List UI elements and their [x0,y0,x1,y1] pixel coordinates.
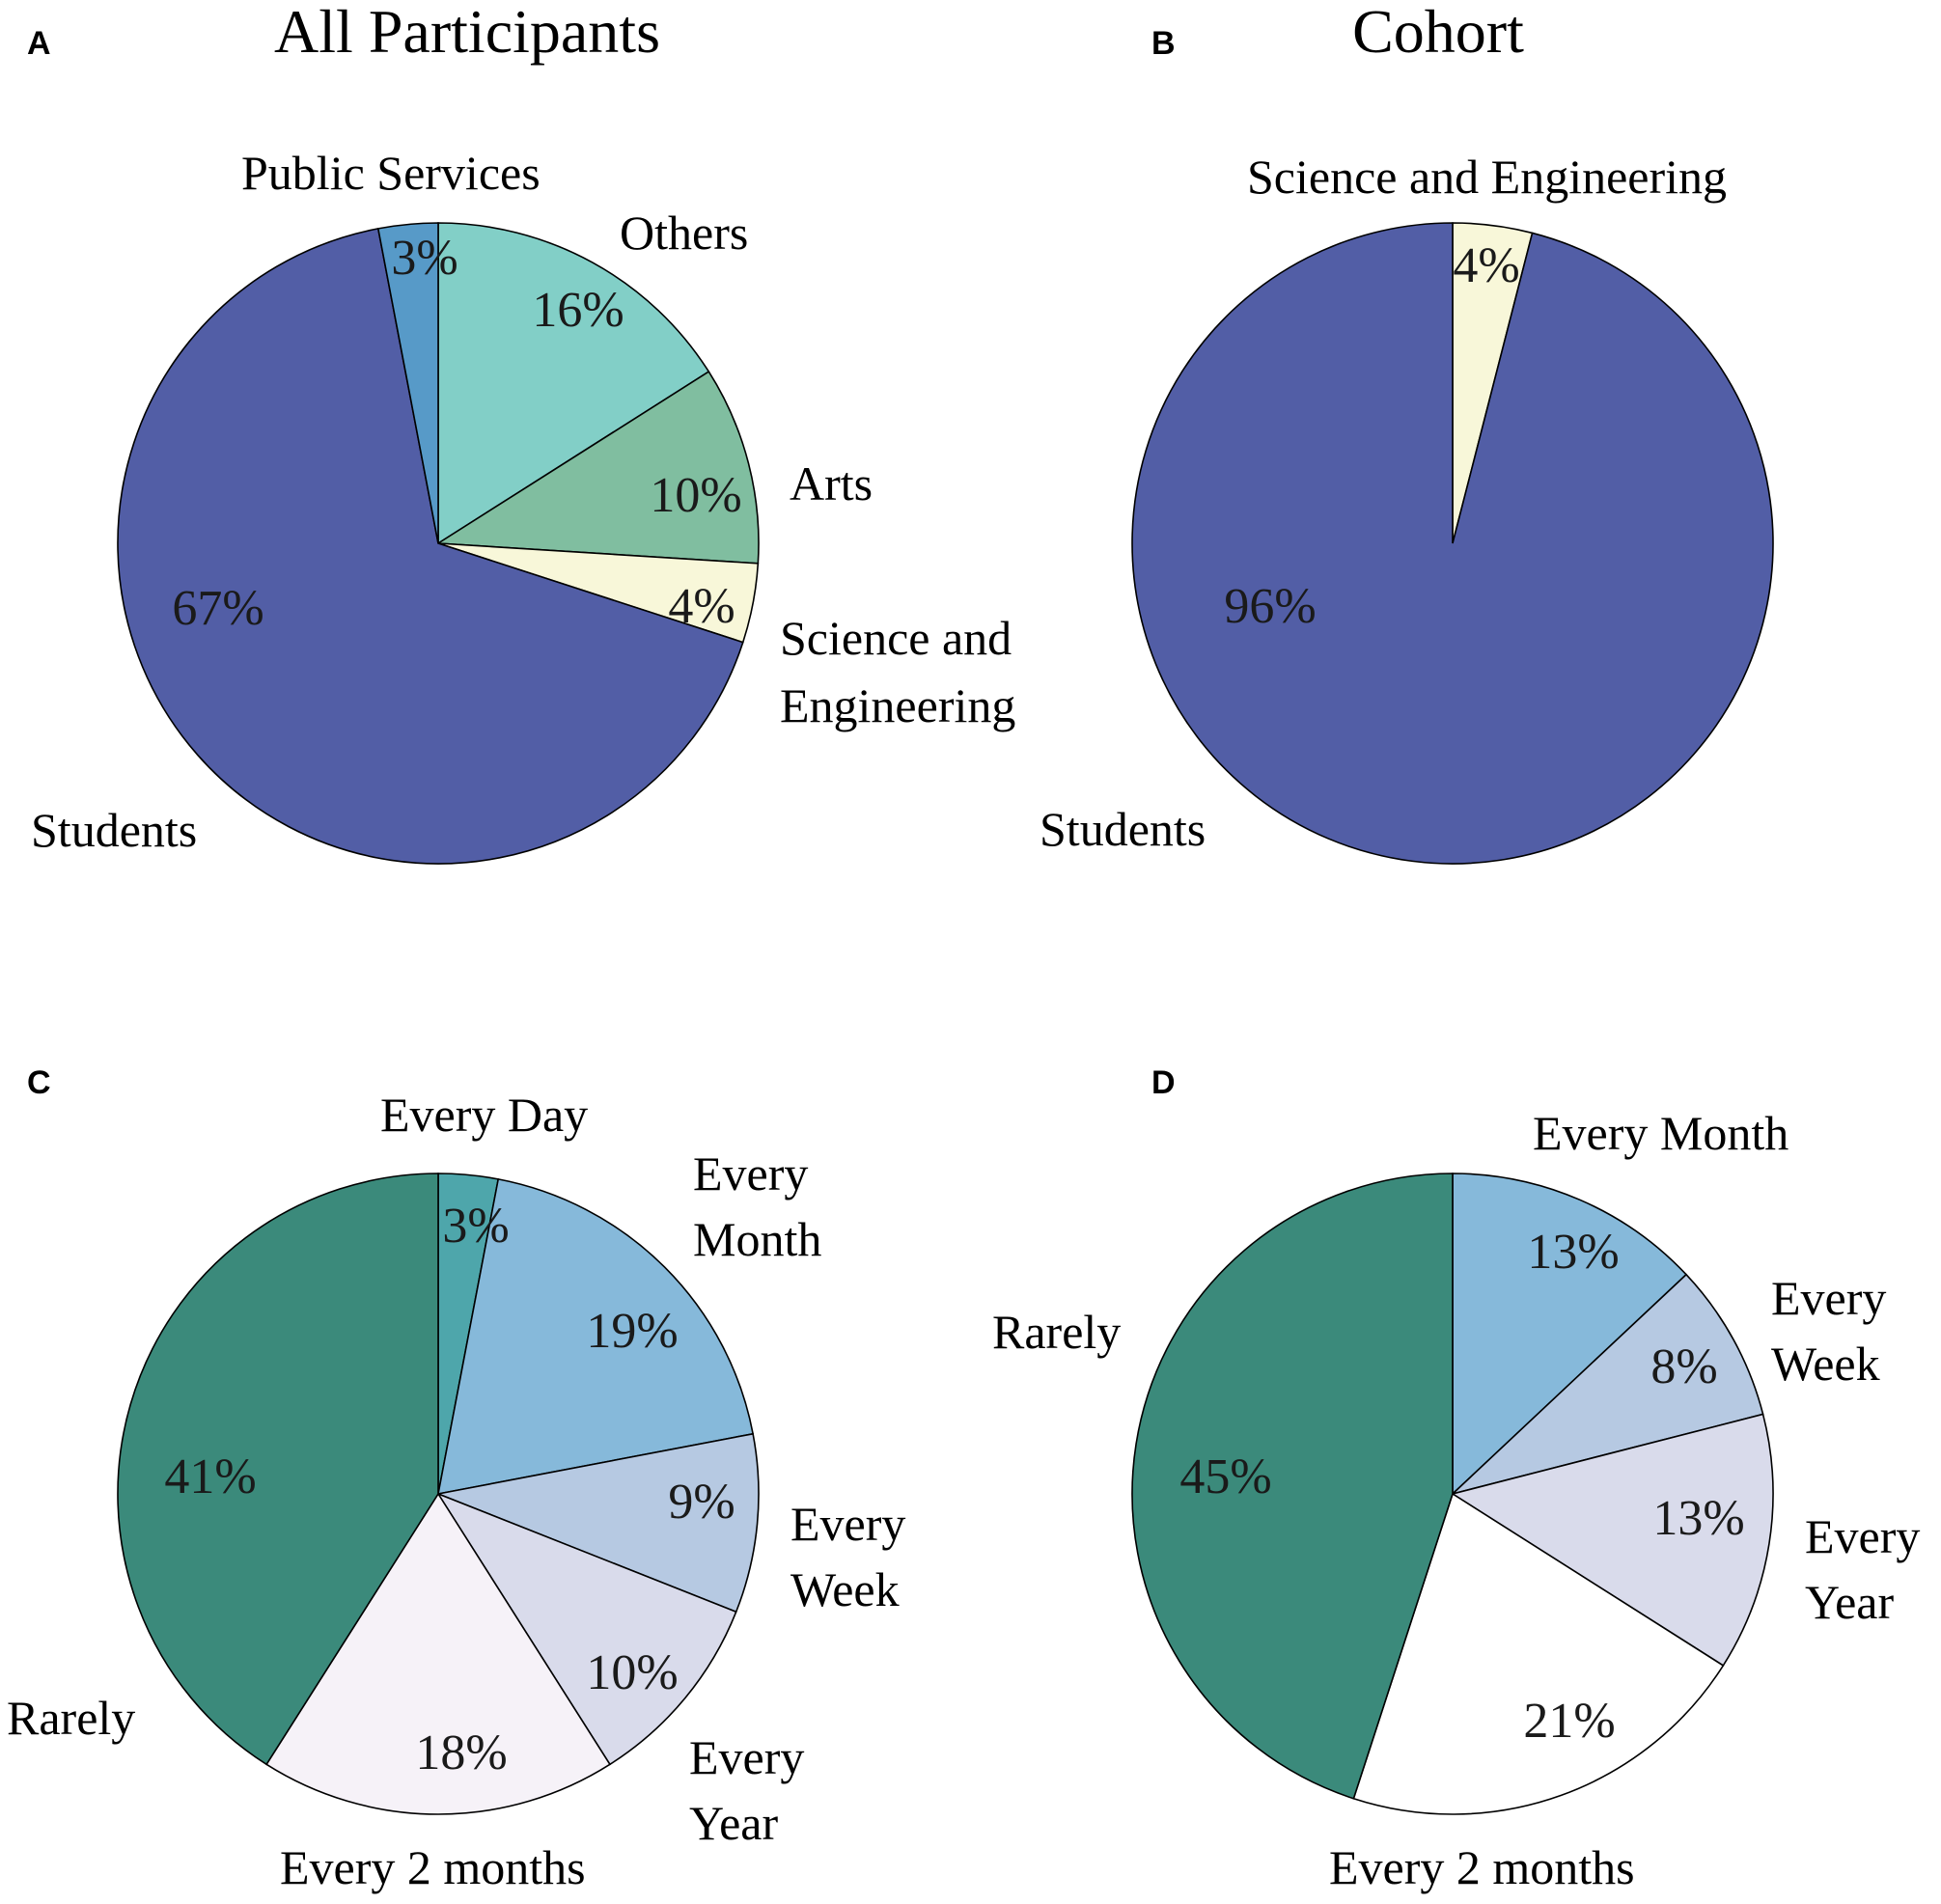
pct-rarely: 45% [1179,1449,1271,1504]
slice-name-students: Students [1040,802,1206,856]
pct-every-year: 13% [1652,1491,1744,1546]
slice-name-rarely: Rarely [992,1305,1121,1359]
pie-slice-every-week [1452,1273,1764,1495]
pie-a-percent-labels: 16% 10% 4% 67% 3% [172,231,741,636]
slice-name-every-2-months: Every 2 months [280,1840,586,1894]
pie-c [117,1173,760,1815]
slice-name-every-month: Every Month [1533,1106,1788,1160]
pct-students: 96% [1224,579,1316,634]
pie-slice-every-2-months [1352,1492,1725,1815]
slice-name-every-week: Every Week [1771,1271,1899,1391]
pie-slice-every-2-months [265,1492,611,1815]
slice-name-every-year: Every Year [1805,1509,1932,1629]
panel-d: D Every Month Every Week Every Year Ever… [992,1064,1932,1894]
pie-d-percent-labels: 13% 8% 13% 21% 45% [1179,1225,1744,1749]
pct-science-engineering: 4% [668,579,735,634]
pct-every-week: 8% [1650,1339,1717,1394]
panel-a-title: All Participants [274,0,660,66]
slice-name-every-day: Every Day [380,1088,588,1142]
pie-c-slice-labels: Every Day Every Month Every Week Every Y… [7,1088,918,1894]
pct-every-2-months: 21% [1523,1694,1615,1749]
pie-b [1131,222,1774,865]
panel-b-cohort: B Cohort Science and Engineering Student… [1040,0,1774,865]
pct-every-year: 10% [586,1645,678,1700]
pct-every-day: 3% [442,1199,509,1254]
pie-b-slice-labels: Science and Engineering Students [1040,150,1727,856]
panel-c: C Every Day Every Month Every Week Every… [7,1064,918,1894]
panel-letter-a: A [27,25,51,62]
pie-slice-every-year [1451,1413,1774,1667]
pie-slice-every-month [436,1177,755,1496]
panel-letter-c: C [27,1064,51,1101]
pct-every-month: 13% [1527,1225,1619,1280]
pie-d [1131,1173,1774,1815]
pie-b-percent-labels: 4% 96% [1224,238,1519,634]
slice-name-others: Others [620,206,748,260]
panel-letter-b: B [1151,25,1176,62]
pct-arts: 10% [650,468,741,523]
slice-name-rarely: Rarely [7,1691,135,1745]
pct-science-engineering: 4% [1453,238,1519,293]
pct-others: 16% [532,283,624,338]
pie-slice-rarely [1131,1173,1454,1800]
slice-name-every-month: Every Month [693,1146,821,1266]
pie-slice-every-year [436,1492,737,1766]
pie-slice-students [117,227,744,865]
slice-name-science-engineering: Science and Engineering [1247,150,1727,204]
pie-slice-every-month [1452,1173,1688,1496]
pct-every-week: 9% [668,1475,735,1530]
pie-slice-students [1131,222,1774,865]
slice-name-students: Students [31,803,197,857]
pie-c-percent-labels: 3% 19% 9% 10% 18% 41% [164,1199,735,1780]
pie-slice-rarely [117,1173,439,1766]
panel-letter-d: D [1151,1064,1176,1101]
slice-name-every-2-months: Every 2 months [1329,1840,1635,1894]
pie-slice-every-week [435,1432,760,1614]
pie-slice-arts [435,371,760,565]
pct-rarely: 41% [164,1449,256,1504]
pie-a [117,222,760,865]
pie-slice-others [437,222,710,545]
pie-slice-public-services [376,222,439,544]
pct-students: 67% [172,581,263,636]
panel-b-title: Cohort [1352,0,1524,66]
panel-a-all-participants: A All Participants Others Arts Science a… [27,0,1024,865]
slice-name-every-week: Every Week [790,1497,918,1616]
pct-every-month: 19% [586,1304,678,1359]
pct-every-2-months: 18% [415,1725,507,1780]
slice-name-science-engineering: Science and Engineering [780,611,1024,732]
slice-name-every-year: Every Year [689,1730,817,1850]
pct-public-services: 3% [391,231,458,286]
pie-a-slice-labels: Others Arts Science and Engineering Stud… [31,146,1024,857]
pie-d-slice-labels: Every Month Every Week Every Year Every … [992,1106,1932,1894]
slice-name-arts: Arts [790,456,873,510]
slice-name-public-services: Public Services [241,146,541,200]
